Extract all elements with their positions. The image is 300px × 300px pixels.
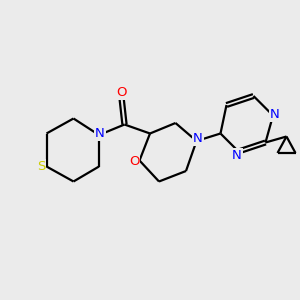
Text: O: O [129,155,140,169]
Text: S: S [37,160,45,173]
Text: N: N [193,132,203,145]
Text: O: O [116,85,127,99]
Text: N: N [95,127,104,140]
Text: N: N [232,148,242,162]
Text: N: N [270,107,279,121]
